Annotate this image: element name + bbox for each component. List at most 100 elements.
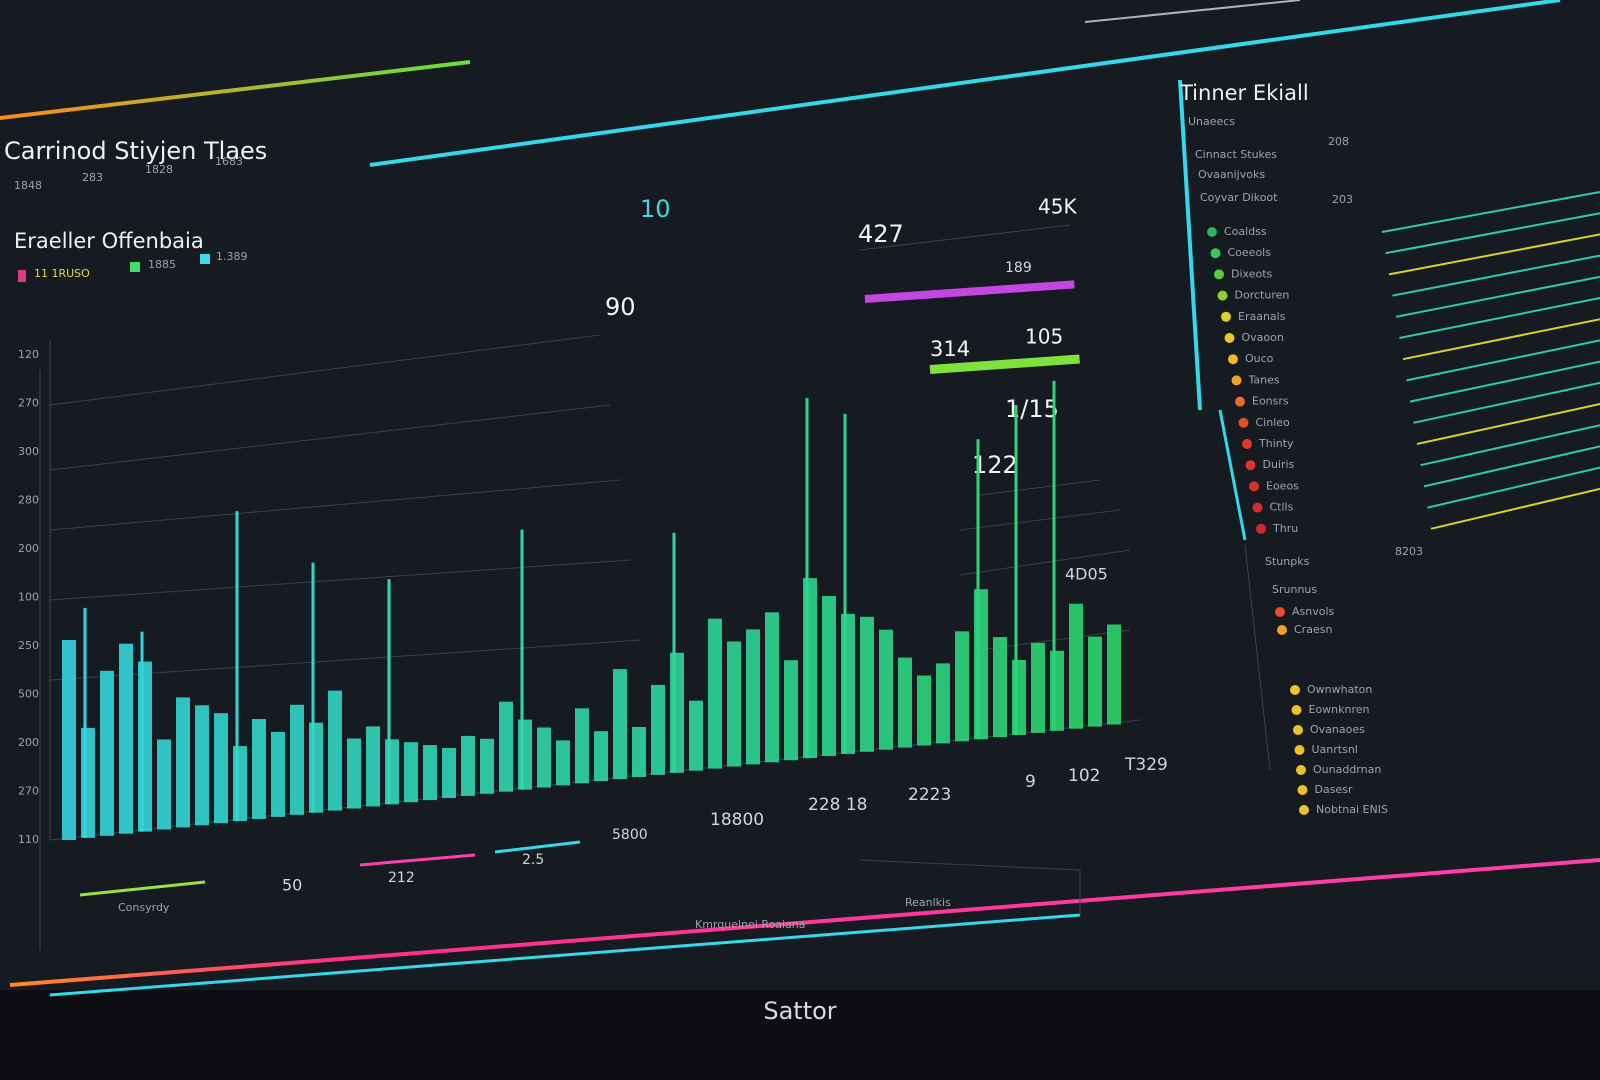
bar bbox=[841, 613, 855, 754]
list-line bbox=[1409, 360, 1600, 403]
legend-swatch bbox=[200, 254, 210, 264]
meta: 283 bbox=[82, 171, 103, 184]
panel-row: 203 bbox=[1332, 193, 1353, 206]
bar bbox=[936, 663, 950, 744]
list-line bbox=[1423, 445, 1600, 488]
bar bbox=[1069, 603, 1083, 729]
list-label: Ctlls bbox=[1270, 501, 1294, 514]
list-label: Ounaddrnan bbox=[1313, 763, 1381, 776]
stat: 9 bbox=[1025, 772, 1036, 792]
accent-line bbox=[49, 913, 1081, 997]
panel-row: 208 bbox=[1328, 135, 1349, 148]
bar bbox=[689, 700, 703, 771]
status-dot bbox=[1296, 765, 1306, 775]
panel-row: 8203 bbox=[1395, 545, 1423, 558]
bar bbox=[860, 616, 874, 752]
status-dot bbox=[1210, 248, 1221, 259]
y-label: 270 bbox=[18, 785, 39, 798]
stat: 90 bbox=[605, 293, 636, 321]
meta: 1828 bbox=[145, 163, 173, 176]
progress-bar bbox=[929, 354, 1080, 374]
bar bbox=[651, 684, 665, 775]
y-label: 100 bbox=[18, 591, 39, 604]
accent-line bbox=[0, 60, 471, 120]
status-dot bbox=[1294, 745, 1305, 755]
bar bbox=[62, 640, 76, 840]
list-label: Coeeols bbox=[1228, 246, 1272, 259]
status-dot bbox=[1214, 269, 1224, 280]
bar bbox=[290, 704, 304, 815]
list-label: Eraanals bbox=[1238, 310, 1286, 323]
bar bbox=[309, 722, 323, 813]
y-label: 200 bbox=[18, 542, 39, 555]
stat: 50 bbox=[282, 876, 302, 895]
status-dot bbox=[1256, 523, 1266, 534]
bar bbox=[727, 641, 741, 767]
status-dot bbox=[1221, 311, 1231, 322]
bar bbox=[765, 612, 779, 763]
list-label: Thru bbox=[1272, 522, 1298, 535]
legend-swatch bbox=[18, 270, 26, 282]
grid bbox=[39, 224, 1271, 950]
bar bbox=[347, 738, 361, 809]
bar bbox=[1050, 650, 1064, 731]
bar bbox=[632, 727, 646, 777]
panel-title: Tinner Ekiall bbox=[1179, 81, 1309, 105]
stat: 189 bbox=[1005, 260, 1032, 276]
list-label: Ovaoon bbox=[1242, 331, 1284, 344]
list-line bbox=[1416, 403, 1600, 445]
accent-line bbox=[494, 840, 581, 854]
bar bbox=[575, 708, 589, 784]
bar bbox=[461, 735, 475, 796]
brand: Sattor bbox=[763, 997, 836, 1025]
list-label: Tanes bbox=[1248, 373, 1280, 386]
bar bbox=[1012, 660, 1026, 735]
stat: 1/15 bbox=[1005, 395, 1059, 423]
bar bbox=[974, 589, 988, 740]
status-dot bbox=[1299, 805, 1309, 815]
stat: 105 bbox=[1025, 325, 1063, 349]
footer-label: Reanlkis bbox=[905, 896, 951, 909]
y-label: 110 bbox=[18, 833, 39, 846]
meta: 1683 bbox=[215, 155, 243, 168]
list-line bbox=[1402, 318, 1600, 361]
status-dot bbox=[1290, 685, 1300, 695]
y-label: 500 bbox=[18, 688, 39, 701]
list-line bbox=[1385, 212, 1600, 255]
bar bbox=[423, 745, 437, 801]
status-dot bbox=[1277, 625, 1287, 635]
legend-label: 11 1RUSO bbox=[34, 267, 90, 280]
status-dot bbox=[1207, 227, 1217, 237]
list-label: Ouco bbox=[1245, 352, 1274, 365]
stat: 10 bbox=[640, 195, 671, 223]
bar bbox=[176, 697, 190, 828]
stat: 4D05 bbox=[1065, 565, 1108, 584]
list-line bbox=[1395, 275, 1600, 318]
status-dot bbox=[1293, 725, 1303, 735]
list-label: Cinleo bbox=[1256, 416, 1291, 429]
y-label: 270 bbox=[18, 397, 39, 410]
list-label: Dixeots bbox=[1231, 267, 1273, 280]
bar bbox=[442, 748, 456, 798]
stat: 18800 bbox=[710, 810, 764, 830]
bezel bbox=[0, 990, 1600, 1080]
list-line bbox=[1388, 233, 1600, 276]
bar bbox=[252, 719, 266, 819]
stat: 102 bbox=[1068, 766, 1100, 786]
status-dot bbox=[1228, 354, 1238, 365]
stat: 2223 bbox=[908, 785, 951, 805]
y-label: 120 bbox=[18, 348, 39, 361]
stat: 45K bbox=[1038, 195, 1077, 219]
list-label: Coaldss bbox=[1224, 225, 1267, 238]
status-dot bbox=[1275, 607, 1285, 617]
accent-line bbox=[359, 853, 476, 867]
y-label: 280 bbox=[18, 494, 39, 507]
accent-line bbox=[1178, 79, 1202, 411]
legend-label: 1.389 bbox=[216, 250, 248, 263]
bar bbox=[613, 669, 627, 780]
list-label: Eonsrs bbox=[1252, 395, 1289, 408]
bar bbox=[1088, 636, 1102, 727]
bar bbox=[537, 727, 551, 788]
